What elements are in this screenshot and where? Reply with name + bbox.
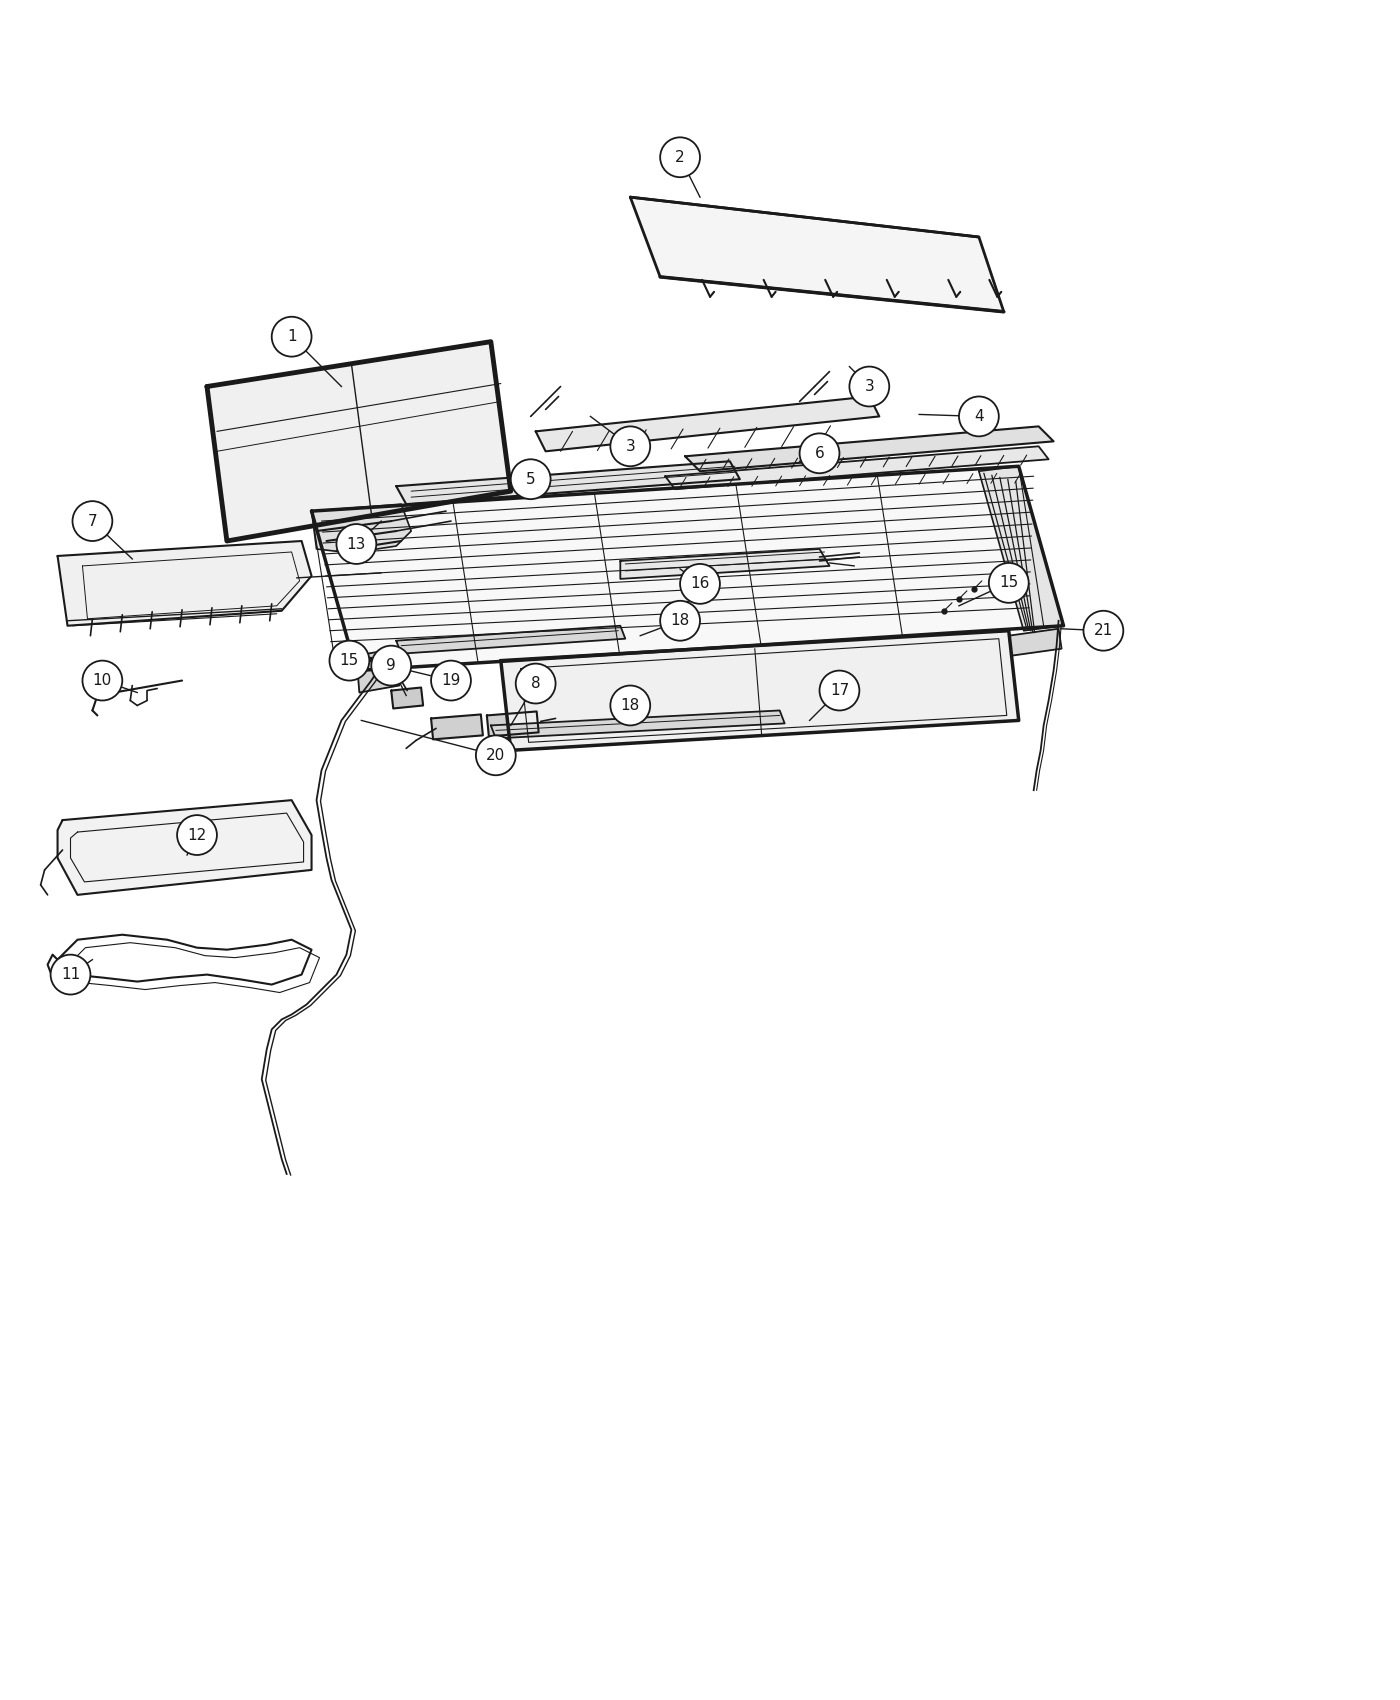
- Polygon shape: [1009, 629, 1061, 656]
- Polygon shape: [630, 197, 1004, 311]
- Text: 2: 2: [675, 150, 685, 165]
- Circle shape: [431, 661, 470, 700]
- Polygon shape: [491, 711, 784, 738]
- Text: 13: 13: [347, 537, 365, 551]
- Text: 11: 11: [60, 967, 80, 983]
- Circle shape: [661, 600, 700, 641]
- Text: 12: 12: [188, 828, 207, 843]
- Polygon shape: [536, 396, 879, 450]
- Polygon shape: [207, 342, 511, 541]
- Polygon shape: [312, 505, 412, 552]
- Circle shape: [819, 670, 860, 711]
- Polygon shape: [685, 427, 1054, 471]
- Text: 8: 8: [531, 677, 540, 690]
- Circle shape: [511, 459, 550, 500]
- Polygon shape: [501, 631, 1019, 750]
- Circle shape: [610, 427, 650, 466]
- Text: 6: 6: [815, 445, 825, 461]
- Polygon shape: [396, 461, 739, 505]
- Polygon shape: [357, 649, 399, 692]
- Circle shape: [336, 524, 377, 564]
- Circle shape: [680, 564, 720, 603]
- Polygon shape: [665, 447, 1049, 490]
- Text: 3: 3: [864, 379, 874, 394]
- Text: 18: 18: [671, 614, 690, 629]
- Text: 10: 10: [92, 673, 112, 689]
- Circle shape: [661, 138, 700, 177]
- Text: 9: 9: [386, 658, 396, 673]
- Polygon shape: [396, 626, 626, 653]
- Polygon shape: [487, 712, 539, 736]
- Circle shape: [329, 641, 370, 680]
- Text: 15: 15: [1000, 575, 1018, 590]
- Text: 15: 15: [340, 653, 358, 668]
- Circle shape: [176, 814, 217, 855]
- Text: 16: 16: [690, 576, 710, 592]
- Circle shape: [272, 316, 312, 357]
- Text: 3: 3: [626, 439, 636, 454]
- Polygon shape: [431, 714, 483, 740]
- Polygon shape: [979, 466, 1064, 631]
- Polygon shape: [391, 687, 423, 709]
- Circle shape: [1084, 610, 1123, 651]
- Circle shape: [799, 434, 840, 473]
- Polygon shape: [312, 466, 1064, 670]
- Polygon shape: [57, 801, 312, 894]
- Circle shape: [73, 502, 112, 541]
- Text: 5: 5: [526, 471, 535, 486]
- Text: 7: 7: [88, 513, 97, 529]
- Circle shape: [83, 661, 122, 700]
- Text: 20: 20: [486, 748, 505, 763]
- Text: 19: 19: [441, 673, 461, 689]
- Text: 4: 4: [974, 410, 984, 423]
- Circle shape: [850, 367, 889, 406]
- Polygon shape: [57, 541, 312, 626]
- Text: 18: 18: [620, 699, 640, 712]
- Circle shape: [988, 563, 1029, 604]
- Circle shape: [610, 685, 650, 726]
- Circle shape: [371, 646, 412, 685]
- Text: 1: 1: [287, 330, 297, 343]
- Polygon shape: [620, 549, 829, 580]
- Text: 21: 21: [1093, 624, 1113, 638]
- Circle shape: [50, 955, 91, 994]
- Circle shape: [515, 663, 556, 704]
- Text: 17: 17: [830, 683, 848, 699]
- Circle shape: [476, 736, 515, 775]
- Polygon shape: [48, 935, 319, 993]
- Circle shape: [959, 396, 998, 437]
